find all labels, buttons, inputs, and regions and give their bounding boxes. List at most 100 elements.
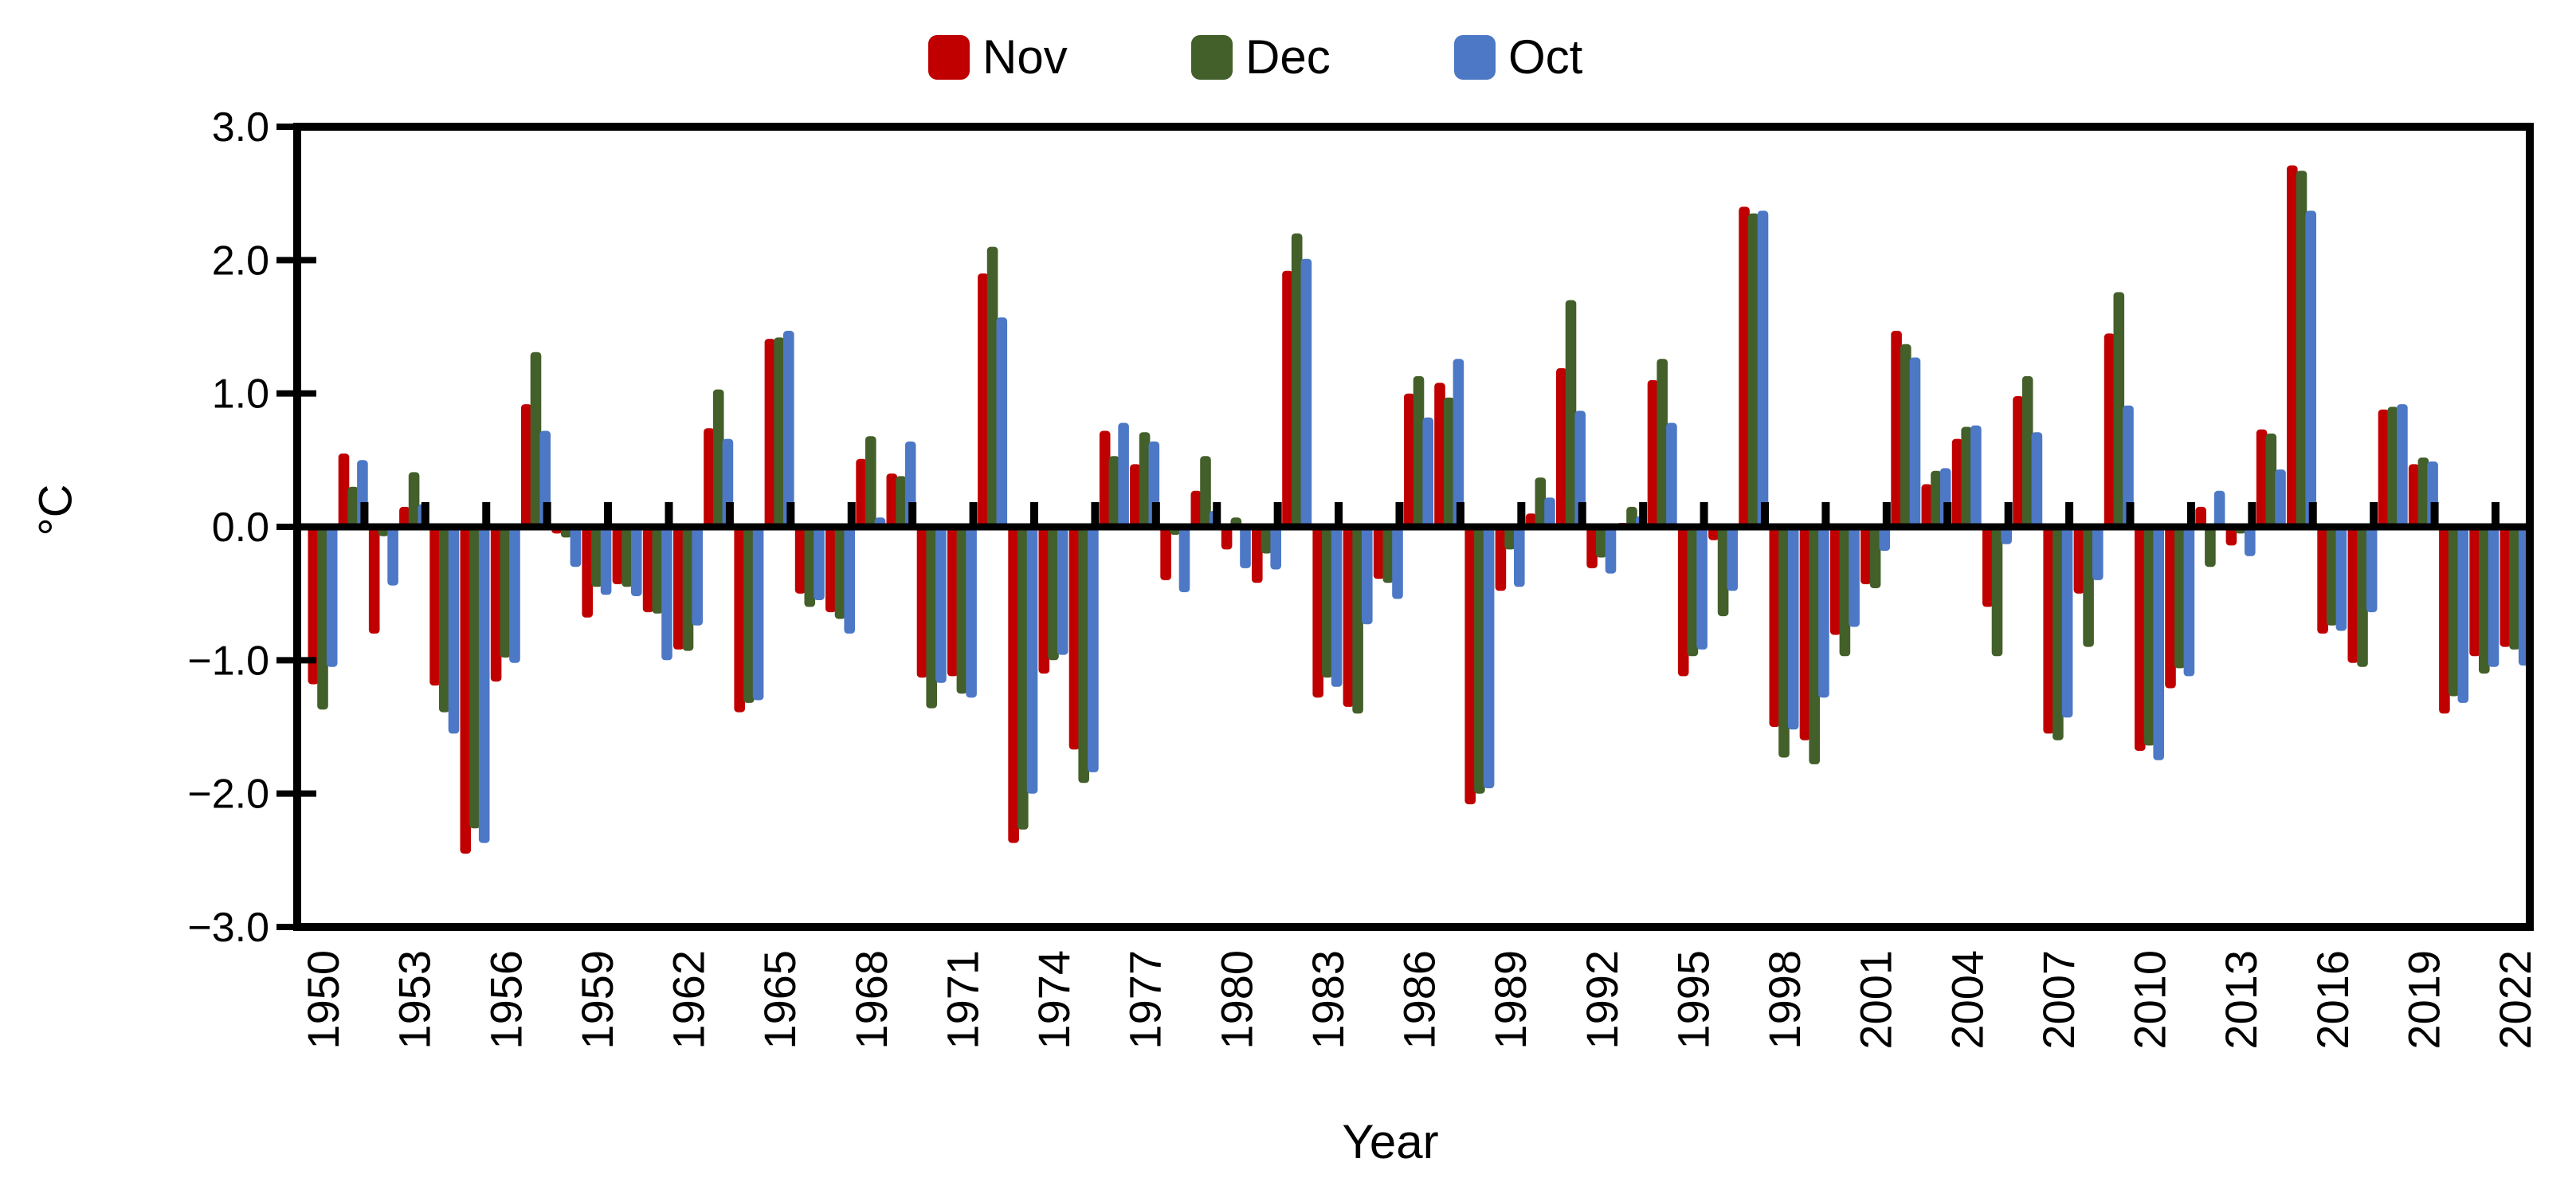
y-tick-label: 0.0 [212, 505, 269, 551]
bar-2020-oct [2457, 527, 2469, 703]
bar-2012-dec [2205, 527, 2216, 568]
bar-1988-oct [1483, 527, 1495, 788]
bar-1967-oct [844, 527, 855, 634]
bar-1951-dec [347, 486, 359, 527]
bar-1982-nov [1282, 270, 1293, 527]
x-tick-label: 1974 [1029, 950, 1079, 1050]
bar-1973-oct [1026, 527, 1038, 794]
bar-1970-nov [916, 527, 928, 678]
x-axis-tick [1213, 502, 1221, 527]
bar-1962-nov [673, 527, 684, 650]
x-axis-tick [1578, 502, 1586, 527]
bar-1960-oct [631, 527, 642, 596]
y-axis-title: °C [29, 484, 82, 536]
bar-1950-dec [317, 527, 328, 710]
bar-2021-oct [2488, 527, 2500, 667]
x-tick-label: 1998 [1759, 950, 1809, 1050]
bar-1955-oct [478, 527, 490, 843]
bar-1953-nov [399, 506, 410, 527]
x-axis-tick [2126, 502, 2135, 527]
x-tick-label: 1989 [1485, 950, 1535, 1050]
bar-1965-oct [783, 331, 794, 527]
bar-2002-oct [1909, 357, 1921, 527]
x-axis-tick [1639, 502, 1648, 527]
bar-2006-dec [2021, 375, 2033, 527]
bar-2017-dec [2357, 527, 2368, 667]
bar-1979-nov [1190, 490, 1202, 527]
bar-2010-dec [2143, 527, 2155, 746]
bar-1961-nov [642, 527, 654, 613]
x-tick-label: 2007 [2033, 950, 2084, 1050]
x-tick-label: 2022 [2490, 950, 2540, 1050]
bar-2008-dec [2083, 527, 2094, 647]
x-axis-tick [1030, 502, 1038, 527]
bar-2002-nov [1891, 331, 1902, 527]
bar-1964-oct [752, 527, 764, 701]
bar-1982-dec [1291, 233, 1303, 527]
x-tick-label: 2001 [1851, 950, 1901, 1050]
bar-2001-nov [1860, 527, 1872, 584]
bar-2022-nov [2500, 527, 2511, 647]
bar-1986-nov [1404, 393, 1415, 527]
bar-1951-nov [338, 454, 350, 527]
x-axis-title: Year [1342, 1115, 1439, 1168]
bar-1962-dec [682, 527, 694, 651]
bar-2018-dec [2387, 406, 2398, 527]
x-axis-tick [847, 502, 856, 527]
nov-swatch-icon [928, 35, 970, 80]
bar-1957-dec [530, 352, 542, 527]
x-axis-tick [604, 502, 613, 527]
x-tick-label: 2013 [2216, 950, 2266, 1050]
bar-1993-dec [1626, 506, 1637, 527]
bar-2019-nov [2408, 464, 2420, 527]
x-tick-label: 1965 [755, 950, 805, 1050]
bar-1965-dec [774, 337, 785, 527]
bar-1959-nov [582, 527, 593, 618]
x-axis-tick [1882, 502, 1891, 527]
x-axis-tick [482, 502, 491, 527]
bar-1987-dec [1443, 397, 1455, 527]
bar-2020-dec [2448, 527, 2460, 697]
bar-1997-dec [1748, 213, 1759, 527]
bar-1977-nov [1130, 464, 1141, 527]
bar-1967-dec [834, 527, 846, 619]
bar-1959-dec [591, 527, 602, 587]
bar-2011-nov [2165, 527, 2176, 689]
bar-1954-dec [439, 527, 450, 713]
bar-1956-oct [509, 527, 520, 663]
bar-1992-oct [1605, 527, 1617, 574]
oct-swatch-icon [1454, 35, 1496, 80]
y-tick-label: 2.0 [212, 238, 269, 284]
x-axis-tick [2248, 502, 2256, 527]
bar-1998-dec [1778, 527, 1790, 758]
bar-1971-dec [956, 527, 968, 694]
x-axis-tick [1821, 502, 1830, 527]
bar-1991-oct [1574, 410, 1586, 527]
bar-1998-nov [1769, 527, 1781, 727]
bar-2011-oct [2183, 527, 2195, 677]
bar-1983-dec [1322, 527, 1333, 678]
dec-swatch-icon [1191, 35, 1233, 80]
bar-1992-dec [1596, 527, 1607, 558]
bar-1992-nov [1586, 527, 1598, 568]
bar-1955-nov [460, 527, 472, 854]
x-axis-tick [665, 502, 673, 527]
x-axis-tick [360, 502, 369, 527]
x-axis-tick [2370, 502, 2378, 527]
x-tick-label: 1983 [1303, 950, 1353, 1050]
bar-2009-nov [2104, 333, 2115, 527]
bar-1954-oct [448, 527, 460, 734]
bar-1995-nov [1677, 527, 1689, 677]
x-tick-label: 1992 [1577, 950, 1627, 1050]
bar-1968-dec [865, 436, 876, 527]
bar-2015-nov [2287, 165, 2298, 527]
bar-1977-dec [1139, 432, 1151, 527]
x-axis-tick [1151, 502, 1160, 527]
y-tick-label: −3.0 [187, 905, 269, 951]
bar-1998-oct [1787, 527, 1799, 730]
y-tick-label: −2.0 [187, 772, 269, 818]
bar-1973-dec [1017, 527, 1029, 830]
bar-1984-oct [1362, 527, 1373, 625]
bar-1952-nov [368, 527, 380, 634]
